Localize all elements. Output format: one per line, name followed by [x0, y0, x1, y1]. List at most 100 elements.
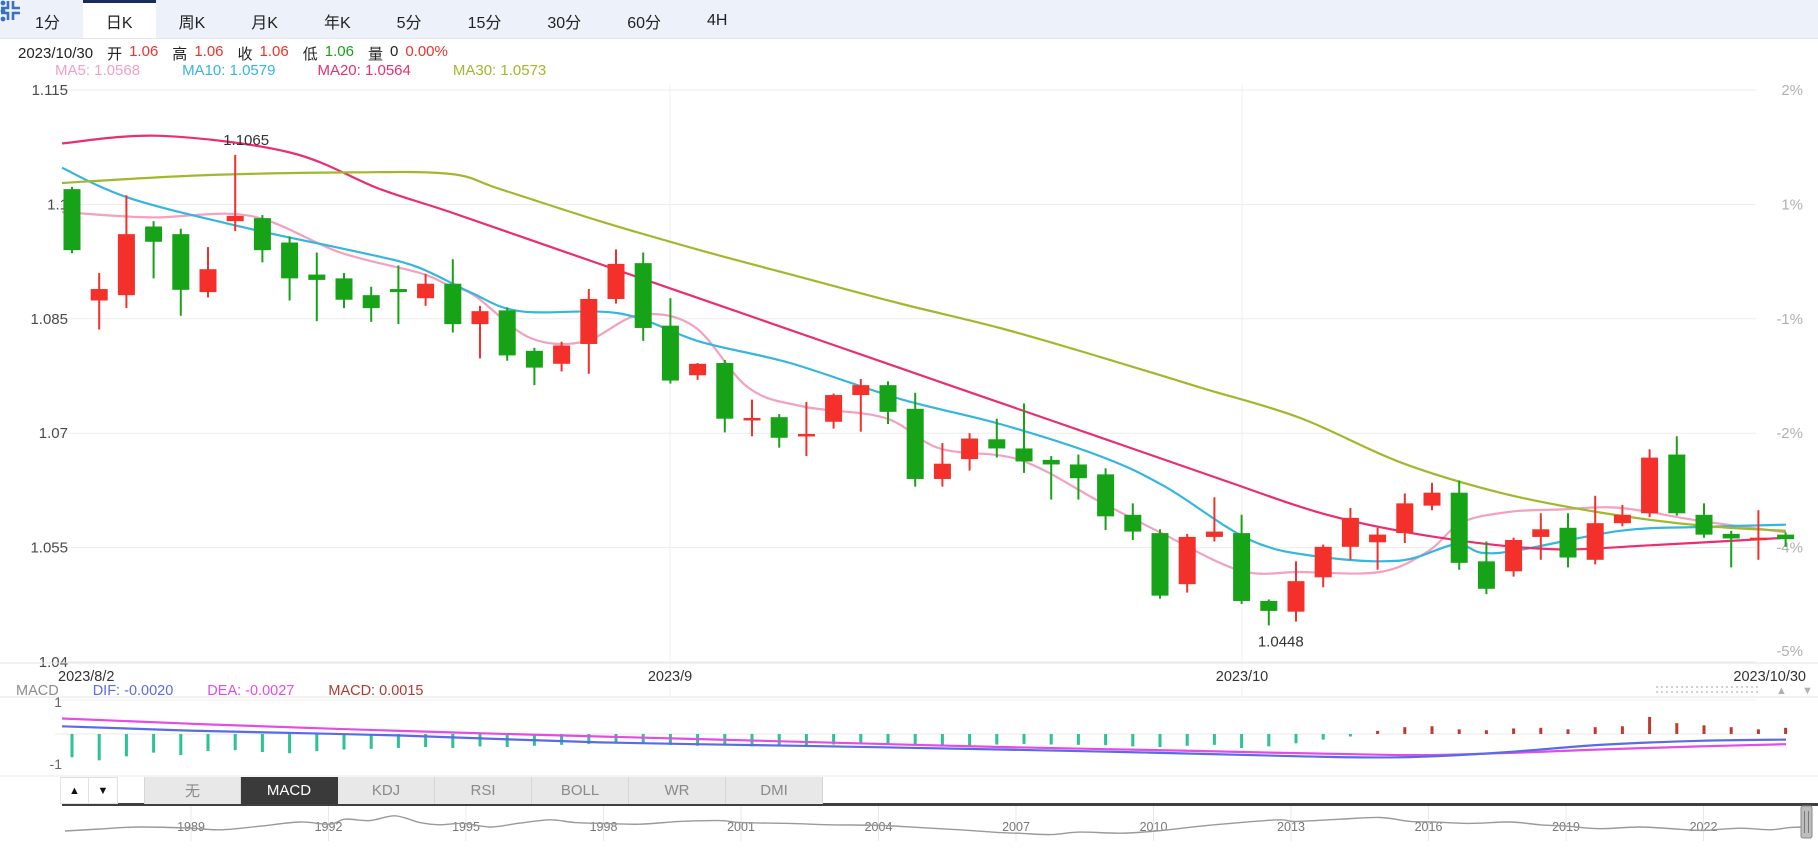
candle-body[interactable] [1450, 492, 1468, 563]
candle-body[interactable] [308, 274, 326, 280]
candle-body[interactable] [63, 189, 81, 251]
candle-body[interactable] [253, 218, 271, 251]
period-tab-月K[interactable]: 月K [251, 14, 278, 32]
candle-body[interactable] [1777, 534, 1795, 540]
candle-body[interactable] [1505, 539, 1523, 572]
candle-body[interactable] [1668, 454, 1686, 514]
candle-body[interactable] [607, 263, 625, 299]
candle-body[interactable] [1586, 523, 1604, 560]
quote-label: 量 [367, 45, 383, 63]
indicator-tab-DMI[interactable]: DMI [726, 777, 823, 804]
ma-legend-item: MA20: 1.0564 [317, 62, 411, 79]
candle-body[interactable] [661, 325, 679, 381]
candle-body[interactable] [1233, 533, 1251, 601]
candle-body[interactable] [716, 363, 734, 419]
candle-body[interactable] [525, 350, 543, 368]
indicator-tab-RSI[interactable]: RSI [435, 777, 532, 804]
candle-body[interactable] [1069, 464, 1087, 479]
candle-body[interactable] [906, 408, 924, 479]
period-tab-1分[interactable]: 1分 [35, 14, 60, 32]
date-grip-dot [1731, 686, 1733, 688]
candle-body[interactable] [797, 433, 815, 437]
date-grip-dot [1681, 686, 1683, 688]
candle-body[interactable] [145, 226, 163, 242]
candle-body[interactable] [1722, 533, 1740, 539]
candle-body[interactable] [172, 234, 190, 290]
candle-body[interactable] [1124, 514, 1142, 532]
candle-body[interactable] [1151, 533, 1169, 596]
date-grip-dot [1726, 686, 1728, 688]
indicator-tab-BOLL[interactable]: BOLL [532, 777, 629, 804]
indicator-tab-WR[interactable]: WR [629, 777, 726, 804]
candle-body[interactable] [335, 278, 353, 300]
candle-body[interactable] [199, 269, 217, 293]
candle-body[interactable] [117, 234, 135, 296]
indicator-tab-MACD[interactable]: MACD [241, 777, 338, 804]
period-tab-4H[interactable]: 4H [707, 11, 728, 29]
candle-body[interactable] [1178, 536, 1196, 585]
candle-body[interactable] [1097, 474, 1115, 517]
candle-body[interactable] [689, 363, 707, 376]
date-grip-dot [1661, 691, 1663, 693]
candle-body[interactable] [389, 289, 407, 293]
candle-body[interactable] [553, 345, 571, 364]
candle-body[interactable] [1287, 581, 1305, 612]
date-grip-dot [1671, 686, 1673, 688]
candle-body[interactable] [961, 438, 979, 460]
candle-body[interactable] [1559, 527, 1577, 558]
scroll-right-triangle-icon[interactable]: ▼ [1802, 685, 1813, 697]
period-tab-年K[interactable]: 年K [323, 14, 351, 32]
indicator-tab-无[interactable]: 无 [144, 777, 241, 804]
period-tab-60分[interactable]: 60分 [627, 14, 661, 32]
candle-body[interactable] [1695, 514, 1713, 535]
candle-body[interactable] [1396, 503, 1414, 534]
candle-body[interactable] [1532, 529, 1550, 537]
candle-body[interactable] [1205, 531, 1223, 537]
period-tab-5分[interactable]: 5分 [396, 14, 422, 32]
candle-body[interactable] [825, 395, 843, 422]
candle-body[interactable] [879, 385, 897, 412]
candle-body[interactable] [471, 311, 489, 325]
candle-body[interactable] [498, 310, 516, 356]
candle-body[interactable] [1613, 514, 1631, 524]
ma-line-ma5 [61, 210, 1787, 575]
indicator-scroll-down-button[interactable]: ▼ [89, 777, 118, 804]
candle-body[interactable] [580, 298, 598, 344]
indicator-scroll-up-button[interactable]: ▲ [60, 777, 89, 804]
candle-body[interactable] [362, 295, 380, 309]
date-grip-dot [1756, 686, 1758, 688]
candle-body[interactable] [852, 385, 870, 396]
quote-value: 1.06 [194, 42, 224, 60]
candle-body[interactable] [1042, 459, 1060, 465]
date-grip-dot [1736, 686, 1738, 688]
period-tab-15分[interactable]: 15分 [467, 14, 502, 32]
candle-body[interactable] [988, 439, 1006, 449]
candle-body[interactable] [770, 417, 788, 438]
candle-body[interactable] [226, 215, 244, 222]
indicator-tab-KDJ[interactable]: KDJ [338, 777, 435, 804]
candle-body[interactable] [1341, 517, 1359, 547]
candle-body[interactable] [1314, 546, 1332, 578]
navigator-scroll-handle[interactable] [1800, 805, 1813, 839]
date-grip-dot [1706, 686, 1708, 688]
candle-body[interactable] [933, 463, 951, 479]
candle-body[interactable] [1641, 457, 1659, 514]
candle-body[interactable] [417, 283, 435, 299]
candle-body[interactable] [743, 417, 761, 421]
candle-body[interactable] [444, 283, 462, 325]
candle-body[interactable] [1423, 492, 1441, 506]
candle-body[interactable] [1015, 448, 1033, 462]
candle-body[interactable] [634, 263, 652, 328]
period-tab-日K[interactable]: 日K [82, 0, 156, 38]
period-tab-30分[interactable]: 30分 [547, 14, 582, 32]
macd-axis-label: 1 [54, 694, 62, 710]
candle-body[interactable] [281, 242, 299, 279]
candle-body[interactable] [1749, 537, 1767, 541]
scroll-left-triangle-icon[interactable]: ▲ [1776, 685, 1787, 697]
candle-body[interactable] [90, 289, 108, 301]
date-grip-dot [1751, 691, 1753, 693]
candle-body[interactable] [1369, 534, 1387, 543]
period-tab-周K[interactable]: 周K [178, 14, 206, 32]
candle-body[interactable] [1260, 600, 1278, 611]
candle-body[interactable] [1477, 561, 1495, 589]
